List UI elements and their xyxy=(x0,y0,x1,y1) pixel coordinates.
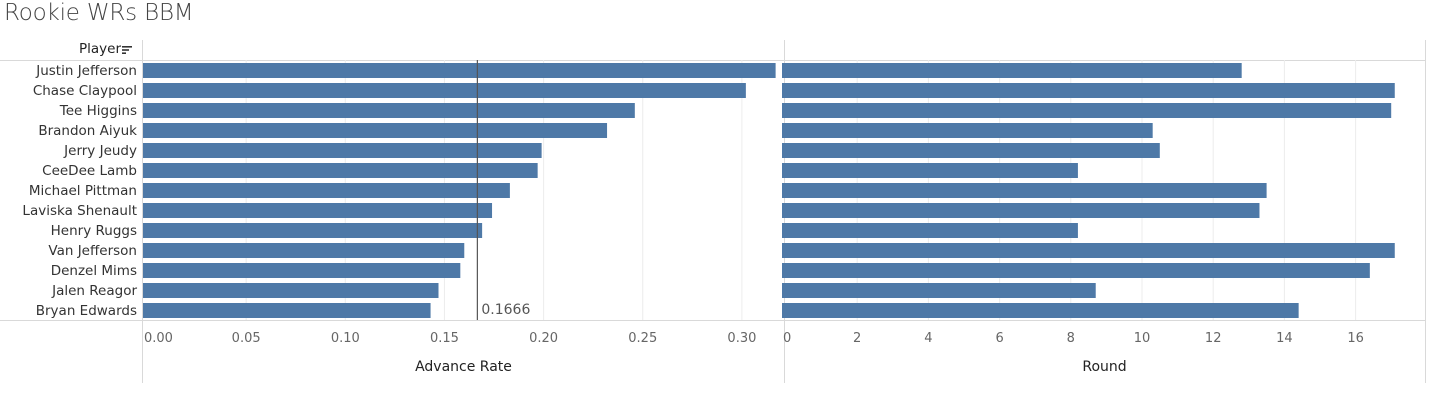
x-axis-title: Round xyxy=(1082,359,1126,375)
x-tick-label: 0.10 xyxy=(331,331,360,346)
x-tick-label: 12 xyxy=(1205,331,1222,346)
bar xyxy=(143,203,493,218)
row-label: Jerry Jeudy xyxy=(63,143,137,159)
bar xyxy=(782,123,1153,138)
row-label: Laviska Shenault xyxy=(22,203,137,219)
row-label: Jalen Reagor xyxy=(51,283,137,299)
bar xyxy=(143,183,510,198)
row-label: Tee Higgins xyxy=(59,103,137,119)
bar xyxy=(143,163,538,178)
bar xyxy=(782,263,1370,278)
row-label: Brandon Aiyuk xyxy=(38,123,137,139)
x-tick-label: 10 xyxy=(1134,331,1151,346)
x-tick-label: 2 xyxy=(853,331,861,346)
bar xyxy=(782,63,1242,78)
chart-title: Rookie WRs BBM xyxy=(4,0,194,26)
row-header-player[interactable]: Player xyxy=(0,40,141,59)
x-tick-label: 8 xyxy=(1067,331,1075,346)
x-tick-label: 0 xyxy=(783,331,791,346)
row-label: Van Jefferson xyxy=(48,243,137,259)
row-label: CeeDee Lamb xyxy=(42,163,137,179)
bar xyxy=(143,143,542,158)
row-label: Bryan Edwards xyxy=(36,303,137,319)
bar xyxy=(782,243,1395,258)
x-tick-label: 0.25 xyxy=(628,331,657,346)
row-label: Chase Claypool xyxy=(33,83,137,99)
bar xyxy=(143,63,776,78)
bar xyxy=(143,303,431,318)
x-tick-label: 0.15 xyxy=(430,331,459,346)
x-tick-label: 0.20 xyxy=(529,331,558,346)
row-label: Justin Jefferson xyxy=(35,63,137,79)
bar xyxy=(782,223,1078,238)
sort-descending-icon[interactable] xyxy=(122,45,132,55)
x-tick-label: 14 xyxy=(1276,331,1293,346)
bar xyxy=(143,263,461,278)
row-label: Denzel Mims xyxy=(51,263,137,279)
bar xyxy=(782,143,1160,158)
bar xyxy=(143,123,608,138)
x-tick-label: 6 xyxy=(995,331,1003,346)
bar xyxy=(782,203,1260,218)
bar xyxy=(143,283,439,298)
x-tick-label: 0.05 xyxy=(232,331,261,346)
x-tick-label: 0.00 xyxy=(144,331,173,346)
bar xyxy=(782,103,1392,118)
bar xyxy=(143,83,746,98)
row-header-label: Player xyxy=(78,41,121,57)
bar xyxy=(782,163,1078,178)
row-label: Michael Pittman xyxy=(29,183,137,199)
bar xyxy=(143,243,465,258)
bar xyxy=(143,103,635,118)
x-tick-label: 0.30 xyxy=(727,331,756,346)
bar xyxy=(782,83,1395,98)
x-tick-label: 16 xyxy=(1347,331,1364,346)
x-tick-label: 4 xyxy=(924,331,932,346)
bar xyxy=(782,303,1299,318)
row-label: Henry Ruggs xyxy=(51,223,137,239)
bar xyxy=(782,283,1096,298)
bar xyxy=(143,223,483,238)
reference-line-label: 0.1666 xyxy=(481,302,530,318)
bar xyxy=(782,183,1267,198)
x-axis-title: Advance Rate xyxy=(415,359,512,375)
